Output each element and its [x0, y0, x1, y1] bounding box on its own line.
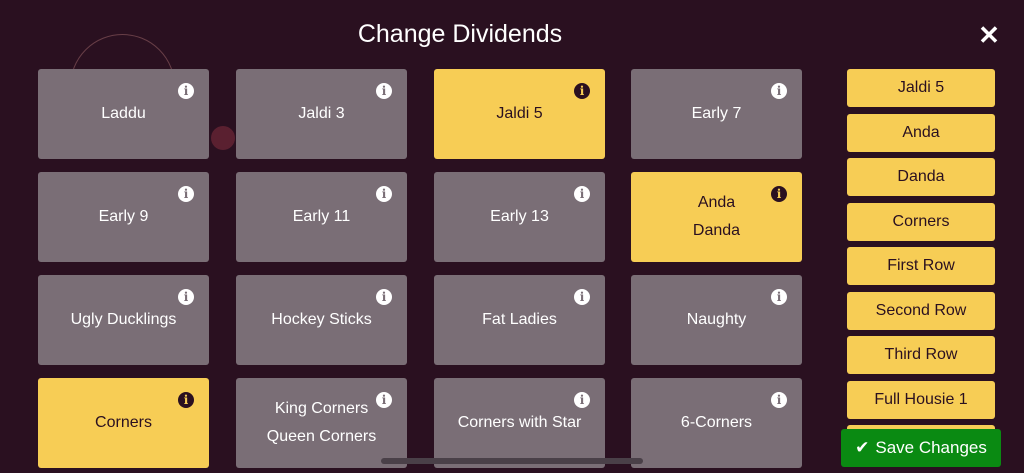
check-icon: ✔ — [855, 438, 870, 457]
save-changes-button[interactable]: ✔ Save Changes — [841, 429, 1001, 467]
dividend-tile[interactable]: King Corners Queen Corners i — [236, 378, 407, 468]
info-icon[interactable]: i — [376, 83, 392, 99]
selected-dividend-item[interactable]: Full Housie 1 — [847, 380, 995, 419]
tile-label: 6-Corners — [680, 414, 753, 431]
info-icon[interactable]: i — [574, 186, 590, 202]
tile-label: Hockey Sticks — [271, 311, 372, 328]
tile-label: Corners — [95, 414, 152, 431]
selected-dividend-item[interactable]: Third Row — [847, 336, 995, 374]
tile-label: Early 7 — [691, 105, 742, 122]
selected-dividend-item[interactable]: Corners — [847, 202, 995, 241]
dividend-tile[interactable]: Early 11 i — [236, 172, 407, 262]
dividend-tile[interactable]: Corners with Star i — [434, 378, 605, 468]
tile-label: Queen Corners — [266, 428, 377, 445]
info-icon[interactable]: i — [178, 392, 194, 408]
selected-dividend-item[interactable]: Anda — [847, 113, 995, 152]
dividend-tile[interactable]: Early 13 i — [434, 172, 605, 262]
tile-label: Early 11 — [292, 208, 351, 225]
info-icon[interactable]: i — [771, 83, 787, 99]
tile-label: Anda — [697, 194, 736, 211]
dividend-tile[interactable]: Early 7 i — [631, 69, 802, 159]
selected-dividend-item[interactable]: Jaldi 5 — [847, 69, 995, 107]
tile-label: Early 13 — [490, 208, 549, 225]
page-title: Change Dividends — [357, 20, 563, 48]
tile-label: Fat Ladies — [482, 311, 557, 328]
dividend-tile[interactable]: Early 9 i — [38, 172, 209, 262]
selected-dividend-item[interactable]: Second Row — [847, 291, 995, 330]
tile-label: Corners with Star — [457, 414, 582, 431]
info-icon[interactable]: i — [771, 186, 787, 202]
info-icon[interactable]: i — [178, 289, 194, 305]
info-icon[interactable]: i — [376, 289, 392, 305]
dividend-tile[interactable]: Hockey Sticks i — [236, 275, 407, 365]
tile-label: Jaldi 3 — [298, 105, 345, 122]
tile-label: Early 9 — [98, 208, 149, 225]
tile-label: Ugly Ducklings — [70, 311, 177, 328]
dividend-tile[interactable]: Anda Danda i — [631, 172, 802, 262]
info-icon[interactable]: i — [574, 392, 590, 408]
info-icon[interactable]: i — [178, 186, 194, 202]
tile-label: King Corners — [274, 400, 369, 417]
dividend-tile[interactable]: Jaldi 3 i — [236, 69, 407, 159]
dividend-tile[interactable]: Corners i — [38, 378, 209, 468]
tile-label: Laddu — [101, 105, 146, 122]
dividend-tile[interactable]: Ugly Ducklings i — [38, 275, 209, 365]
tile-label: Danda — [692, 222, 741, 239]
tile-label: Naughty — [686, 311, 747, 328]
dividend-tile[interactable]: Naughty i — [631, 275, 802, 365]
info-icon[interactable]: i — [574, 83, 590, 99]
close-icon[interactable]: ✕ — [978, 20, 1000, 50]
info-icon[interactable]: i — [574, 289, 590, 305]
selected-dividend-item[interactable]: Danda — [847, 158, 995, 196]
info-icon[interactable]: i — [178, 83, 194, 99]
info-icon[interactable]: i — [376, 186, 392, 202]
selected-dividend-item[interactable]: First Row — [847, 247, 995, 285]
dividend-tile[interactable]: Laddu i — [38, 69, 209, 159]
scroll-indicator[interactable] — [381, 458, 643, 464]
dividend-tile[interactable]: Jaldi 5 i — [434, 69, 605, 159]
info-icon[interactable]: i — [376, 392, 392, 408]
info-icon[interactable]: i — [771, 289, 787, 305]
info-icon[interactable]: i — [771, 392, 787, 408]
dividend-tile[interactable]: Fat Ladies i — [434, 275, 605, 365]
save-label: Save Changes — [875, 438, 987, 457]
tile-label: Jaldi 5 — [496, 105, 543, 122]
touch-dot — [211, 126, 235, 150]
dividend-tile[interactable]: 6-Corners i — [631, 378, 802, 468]
